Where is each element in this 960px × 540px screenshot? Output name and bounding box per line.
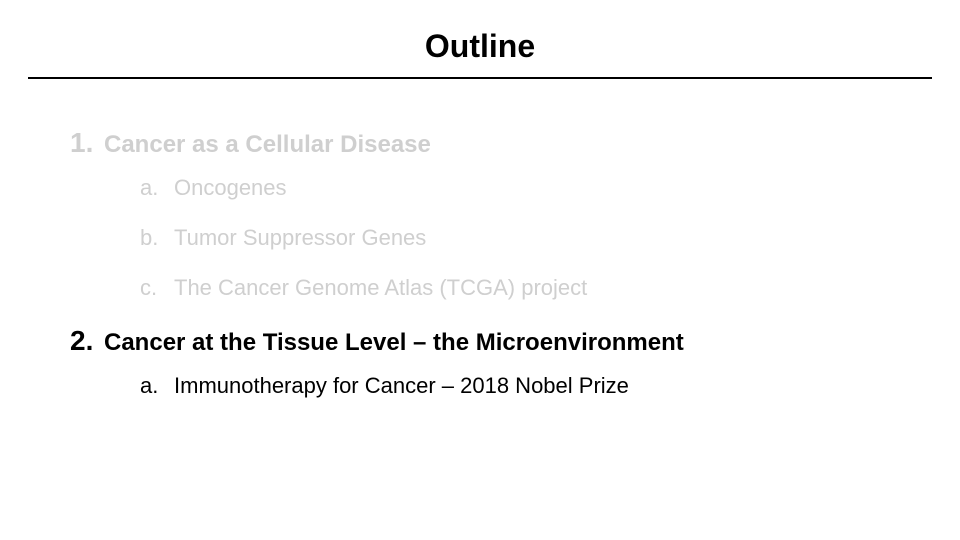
outline-marker: c.	[140, 275, 174, 301]
outline-text: The Cancer Genome Atlas (TCGA) project	[174, 275, 587, 301]
outline-content: 1. Cancer as a Cellular Disease a. Oncog…	[0, 79, 960, 399]
outline-item-1: 1. Cancer as a Cellular Disease	[70, 127, 890, 159]
outline-item-1b: b. Tumor Suppressor Genes	[140, 225, 890, 251]
outline-item-1a: a. Oncogenes	[140, 175, 890, 201]
outline-text: Cancer at the Tissue Level – the Microen…	[104, 329, 684, 357]
outline-item-2: 2. Cancer at the Tissue Level – the Micr…	[70, 325, 890, 357]
outline-marker: 1.	[70, 127, 104, 159]
outline-text: Immunotherapy for Cancer – 2018 Nobel Pr…	[174, 373, 629, 399]
outline-item-1c: c. The Cancer Genome Atlas (TCGA) projec…	[140, 275, 890, 301]
outline-text: Oncogenes	[174, 175, 287, 201]
outline-text: Tumor Suppressor Genes	[174, 225, 426, 251]
outline-marker: 2.	[70, 325, 104, 357]
outline-marker: a.	[140, 373, 174, 399]
slide-title: Outline	[0, 0, 960, 77]
slide: Outline 1. Cancer as a Cellular Disease …	[0, 0, 960, 540]
outline-marker: a.	[140, 175, 174, 201]
outline-marker: b.	[140, 225, 174, 251]
outline-text: Cancer as a Cellular Disease	[104, 131, 431, 159]
outline-item-2a: a. Immunotherapy for Cancer – 2018 Nobel…	[140, 373, 890, 399]
